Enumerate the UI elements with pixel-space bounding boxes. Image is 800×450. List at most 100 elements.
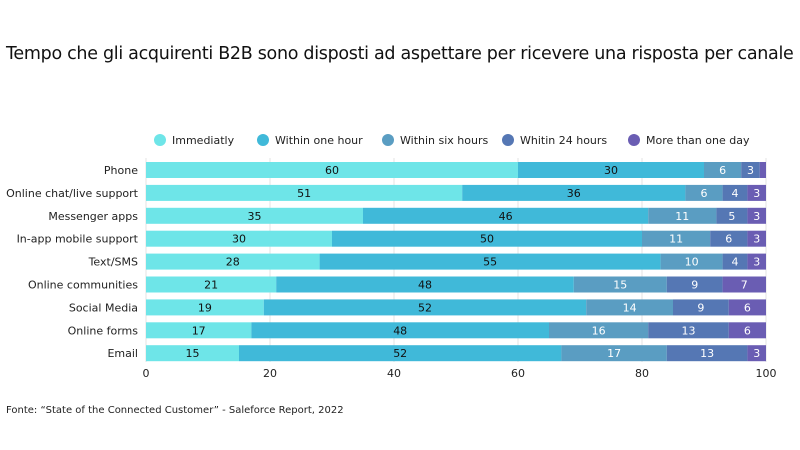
data-label: 9 bbox=[697, 301, 704, 314]
data-label: 4 bbox=[732, 187, 739, 200]
x-tick-label: 100 bbox=[756, 367, 777, 380]
bar-segment bbox=[722, 276, 766, 293]
data-label: 13 bbox=[682, 324, 696, 337]
data-label: 4 bbox=[732, 256, 739, 269]
bar-segment bbox=[263, 299, 587, 316]
bar-segment bbox=[747, 253, 766, 270]
data-label: 51 bbox=[297, 187, 311, 200]
bar-segment bbox=[363, 207, 649, 224]
bar-segment bbox=[146, 276, 277, 293]
data-label: 30 bbox=[232, 233, 246, 246]
bar-segment bbox=[648, 207, 717, 224]
legend-marker bbox=[628, 134, 640, 146]
data-label: 3 bbox=[753, 210, 760, 223]
category-label: Messenger apps bbox=[48, 210, 138, 223]
data-label: 52 bbox=[418, 301, 432, 314]
category-label: In-app mobile support bbox=[17, 233, 139, 246]
data-label: 10 bbox=[685, 256, 699, 269]
legend-marker bbox=[154, 134, 166, 146]
bar-segment bbox=[332, 230, 642, 247]
bar-segment bbox=[146, 184, 463, 201]
bar-segment bbox=[747, 207, 766, 224]
bar-segment bbox=[722, 253, 748, 270]
category-label: Online forms bbox=[68, 324, 139, 337]
data-label: 48 bbox=[393, 324, 407, 337]
bar-segment bbox=[741, 162, 760, 178]
bar-segment bbox=[518, 162, 704, 178]
legend-label: Within one hour bbox=[275, 134, 363, 147]
data-label: 15 bbox=[186, 347, 200, 360]
data-label: 11 bbox=[669, 233, 683, 246]
data-label: 48 bbox=[418, 279, 432, 292]
bar-segment bbox=[704, 162, 742, 178]
bar-segment bbox=[747, 230, 766, 247]
bar-segment bbox=[146, 299, 264, 316]
bar-segment bbox=[716, 207, 748, 224]
data-label: 6 bbox=[725, 233, 732, 246]
data-label: 6 bbox=[744, 301, 751, 314]
legend-label: Within six hours bbox=[400, 134, 488, 147]
legend-label: Immediatly bbox=[172, 134, 235, 147]
bar-segment bbox=[319, 253, 661, 270]
bar-segment bbox=[146, 207, 363, 224]
data-label: 35 bbox=[248, 210, 262, 223]
data-label: 17 bbox=[607, 347, 621, 360]
data-label: 3 bbox=[753, 233, 760, 246]
bar-segment bbox=[710, 230, 748, 247]
bar-segment bbox=[747, 184, 766, 201]
bar-segment bbox=[728, 322, 766, 339]
x-tick-label: 0 bbox=[143, 367, 150, 380]
bar-segment bbox=[573, 276, 667, 293]
bar-segment bbox=[276, 276, 574, 293]
bar-segment bbox=[146, 322, 252, 339]
category-label: Online communities bbox=[28, 279, 138, 292]
bar-segment bbox=[666, 276, 723, 293]
bar-segment bbox=[673, 299, 729, 316]
bar-segment bbox=[648, 322, 729, 339]
x-tick-label: 80 bbox=[635, 367, 649, 380]
data-label: 6 bbox=[719, 164, 726, 177]
data-label: 30 bbox=[604, 164, 618, 177]
legend-marker bbox=[257, 134, 269, 146]
legend-label: Whitin 24 hours bbox=[520, 134, 607, 147]
data-label: 6 bbox=[744, 324, 751, 337]
data-label: 15 bbox=[613, 279, 627, 292]
data-label: 3 bbox=[747, 164, 754, 177]
bar-segment bbox=[722, 184, 748, 201]
data-label: 36 bbox=[567, 187, 581, 200]
category-label: Phone bbox=[104, 164, 138, 177]
data-label: 3 bbox=[753, 347, 760, 360]
data-label: 55 bbox=[483, 256, 497, 269]
data-label: 19 bbox=[198, 301, 212, 314]
category-label: Social Media bbox=[69, 301, 138, 314]
data-label: 28 bbox=[226, 256, 240, 269]
bar-segment bbox=[747, 345, 766, 362]
category-label: Email bbox=[107, 347, 138, 360]
bar-segment bbox=[146, 230, 332, 247]
x-tick-label: 60 bbox=[511, 367, 525, 380]
data-label: 3 bbox=[753, 187, 760, 200]
bar-segment bbox=[642, 230, 711, 247]
data-label: 17 bbox=[192, 324, 206, 337]
data-label: 21 bbox=[204, 279, 218, 292]
bar-segment bbox=[239, 345, 562, 362]
bar-segment bbox=[685, 184, 723, 201]
data-label: 13 bbox=[700, 347, 714, 360]
data-label: 5 bbox=[728, 210, 735, 223]
data-label: 50 bbox=[480, 233, 494, 246]
bar-segment bbox=[586, 299, 673, 316]
bar-segment bbox=[462, 184, 686, 201]
legend-marker bbox=[382, 134, 394, 146]
data-label: 60 bbox=[325, 164, 339, 177]
legend-label: More than one day bbox=[646, 134, 750, 147]
bar-segment bbox=[146, 162, 518, 178]
data-label: 9 bbox=[691, 279, 698, 292]
data-label: 46 bbox=[499, 210, 513, 223]
category-label: Online chat/live support bbox=[6, 187, 139, 200]
data-label: 3 bbox=[753, 256, 760, 269]
bar-segment bbox=[146, 253, 320, 270]
bar-segment bbox=[660, 253, 723, 270]
data-label: 11 bbox=[675, 210, 689, 223]
bar-segment bbox=[549, 322, 649, 339]
